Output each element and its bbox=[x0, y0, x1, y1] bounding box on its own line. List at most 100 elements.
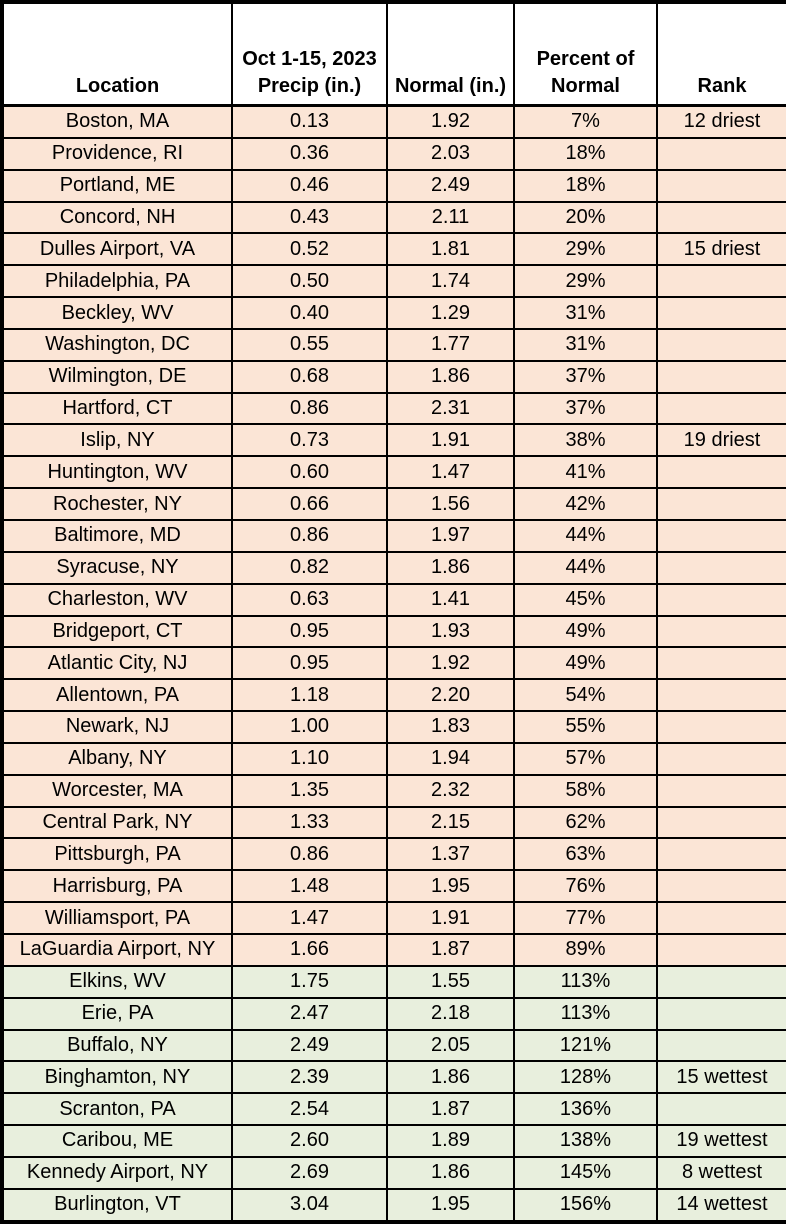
location-cell: Boston, MA bbox=[1, 104, 233, 139]
table-row: Bridgeport, CT 0.95 1.93 49% bbox=[1, 614, 786, 649]
rank-cell: 15 wettest bbox=[656, 1060, 786, 1095]
location-cell: Syracuse, NY bbox=[1, 550, 233, 585]
location-cell: Charleston, WV bbox=[1, 582, 233, 617]
normal-cell: 1.55 bbox=[386, 964, 515, 999]
normal-cell: 1.89 bbox=[386, 1124, 515, 1158]
location-cell: Caribou, ME bbox=[1, 1124, 233, 1158]
precip-cell: 1.47 bbox=[231, 901, 388, 935]
rank-cell bbox=[656, 837, 786, 872]
precip-cell: 1.18 bbox=[231, 678, 388, 713]
percent-cell: 49% bbox=[513, 646, 658, 681]
percent-cell: 49% bbox=[513, 614, 658, 649]
location-cell: Atlantic City, NJ bbox=[1, 646, 233, 681]
location-cell: Philadelphia, PA bbox=[1, 264, 233, 299]
percent-cell: 63% bbox=[513, 837, 658, 872]
header-precip: Oct 1-15, 2023 Precip (in.) bbox=[231, 1, 388, 107]
rank-cell bbox=[656, 964, 786, 999]
table-row: Albany, NY 1.10 1.94 57% bbox=[1, 741, 786, 776]
table-row: Wilmington, DE 0.68 1.86 37% bbox=[1, 359, 786, 394]
normal-cell: 1.86 bbox=[386, 359, 515, 394]
precip-cell: 1.48 bbox=[231, 869, 388, 904]
precip-cell: 0.66 bbox=[231, 487, 388, 521]
precip-cell: 0.43 bbox=[231, 200, 388, 235]
percent-cell: 136% bbox=[513, 1092, 658, 1127]
table-row: Dulles Airport, VA 0.52 1.81 29% 15 drie… bbox=[1, 232, 786, 267]
location-cell: Central Park, NY bbox=[1, 805, 233, 840]
table-row: Binghamton, NY 2.39 1.86 128% 15 wettest bbox=[1, 1060, 786, 1095]
normal-cell: 1.95 bbox=[386, 1187, 515, 1224]
precip-cell: 0.55 bbox=[231, 327, 388, 362]
table-row: Concord, NH 0.43 2.11 20% bbox=[1, 200, 786, 235]
precip-cell: 0.13 bbox=[231, 104, 388, 139]
table-row: Atlantic City, NJ 0.95 1.92 49% bbox=[1, 646, 786, 681]
table-row: Syracuse, NY 0.82 1.86 44% bbox=[1, 550, 786, 585]
location-cell: Baltimore, MD bbox=[1, 519, 233, 553]
normal-cell: 1.97 bbox=[386, 519, 515, 553]
location-cell: Dulles Airport, VA bbox=[1, 232, 233, 267]
rank-cell bbox=[656, 932, 786, 967]
precip-cell: 0.46 bbox=[231, 168, 388, 203]
precip-cell: 0.52 bbox=[231, 232, 388, 267]
location-cell: Islip, NY bbox=[1, 423, 233, 458]
precip-cell: 2.39 bbox=[231, 1060, 388, 1095]
table-row: Huntington, WV 0.60 1.47 41% bbox=[1, 455, 786, 490]
rank-cell bbox=[656, 901, 786, 935]
percent-cell: 113% bbox=[513, 964, 658, 999]
percent-cell: 31% bbox=[513, 327, 658, 362]
header-percent-of-normal: Percent of Normal bbox=[513, 1, 658, 107]
normal-cell: 1.86 bbox=[386, 550, 515, 585]
header-location: Location bbox=[1, 1, 233, 107]
normal-cell: 1.86 bbox=[386, 1155, 515, 1190]
location-cell: LaGuardia Airport, NY bbox=[1, 932, 233, 967]
precip-cell: 0.68 bbox=[231, 359, 388, 394]
percent-cell: 76% bbox=[513, 869, 658, 904]
rank-cell bbox=[656, 200, 786, 235]
normal-cell: 1.94 bbox=[386, 741, 515, 776]
location-cell: Rochester, NY bbox=[1, 487, 233, 521]
rank-cell bbox=[656, 741, 786, 776]
normal-cell: 2.49 bbox=[386, 168, 515, 203]
normal-cell: 1.91 bbox=[386, 423, 515, 458]
percent-cell: 113% bbox=[513, 996, 658, 1031]
rank-cell bbox=[656, 519, 786, 553]
percent-cell: 55% bbox=[513, 710, 658, 744]
percent-cell: 29% bbox=[513, 264, 658, 299]
location-cell: Wilmington, DE bbox=[1, 359, 233, 394]
percent-cell: 44% bbox=[513, 550, 658, 585]
rank-cell: 15 driest bbox=[656, 232, 786, 267]
precip-cell: 1.33 bbox=[231, 805, 388, 840]
normal-cell: 1.87 bbox=[386, 1092, 515, 1127]
table-row: Erie, PA 2.47 2.18 113% bbox=[1, 996, 786, 1031]
percent-cell: 128% bbox=[513, 1060, 658, 1095]
precip-cell: 0.63 bbox=[231, 582, 388, 617]
table-row: Buffalo, NY 2.49 2.05 121% bbox=[1, 1028, 786, 1063]
location-cell: Erie, PA bbox=[1, 996, 233, 1031]
precip-cell: 1.66 bbox=[231, 932, 388, 967]
table-row: Hartford, CT 0.86 2.31 37% bbox=[1, 391, 786, 426]
precip-cell: 1.75 bbox=[231, 964, 388, 999]
rank-cell bbox=[656, 678, 786, 713]
precip-cell: 2.60 bbox=[231, 1124, 388, 1158]
location-cell: Huntington, WV bbox=[1, 455, 233, 490]
table-row: Charleston, WV 0.63 1.41 45% bbox=[1, 582, 786, 617]
normal-cell: 1.81 bbox=[386, 232, 515, 267]
precip-cell: 0.36 bbox=[231, 136, 388, 171]
precip-cell: 0.95 bbox=[231, 646, 388, 681]
percent-cell: 54% bbox=[513, 678, 658, 713]
rank-cell bbox=[656, 168, 786, 203]
rank-cell: 12 driest bbox=[656, 104, 786, 139]
percent-cell: 42% bbox=[513, 487, 658, 521]
normal-cell: 2.15 bbox=[386, 805, 515, 840]
rank-cell: 19 driest bbox=[656, 423, 786, 458]
table-row: Rochester, NY 0.66 1.56 42% bbox=[1, 487, 786, 521]
normal-cell: 1.92 bbox=[386, 646, 515, 681]
rank-cell bbox=[656, 136, 786, 171]
rank-cell bbox=[656, 327, 786, 362]
percent-cell: 29% bbox=[513, 232, 658, 267]
precip-cell: 0.86 bbox=[231, 519, 388, 553]
percent-cell: 57% bbox=[513, 741, 658, 776]
table-row: Scranton, PA 2.54 1.87 136% bbox=[1, 1092, 786, 1127]
location-cell: Scranton, PA bbox=[1, 1092, 233, 1127]
table-row: Kennedy Airport, NY 2.69 1.86 145% 8 wet… bbox=[1, 1155, 786, 1190]
